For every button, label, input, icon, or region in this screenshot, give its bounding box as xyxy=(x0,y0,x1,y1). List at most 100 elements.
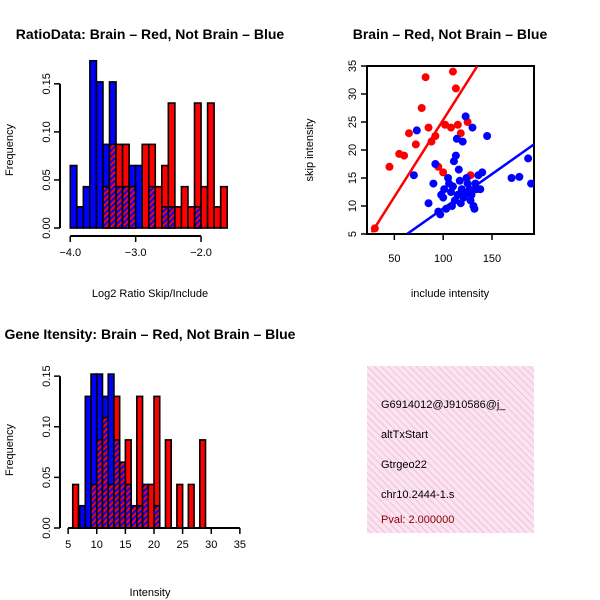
ratio-histogram-red-bar xyxy=(174,206,183,229)
scatter-fit-line-not-brain xyxy=(406,143,534,234)
intensity-histogram-overlap-bar xyxy=(153,504,161,529)
scatter-point-brain xyxy=(385,162,394,171)
scatter-point-not-brain xyxy=(451,151,460,160)
intensity-histogram-overlap-bar xyxy=(130,504,138,529)
ratio-histogram-blue-bar xyxy=(95,81,104,229)
ratio-histogram-blue-bar xyxy=(134,164,143,229)
ratio-histogram-blue-bar xyxy=(69,164,78,229)
intensity-histogram-blue-bar xyxy=(78,504,87,529)
ratio-histogram-x-tick-label: −3.0 xyxy=(125,247,147,259)
intensity-histogram-blue-bar xyxy=(84,395,92,529)
intensity-histogram-red-bar xyxy=(147,483,155,529)
scatter-y-tick-label: 25 xyxy=(347,116,359,128)
ratio-histogram-overlap-bar xyxy=(128,185,137,229)
scatter-point-not-brain xyxy=(454,165,463,174)
ratio-histogram-x-tick-label: −4.0 xyxy=(59,247,81,259)
intensity-histogram-x-tick-label: 5 xyxy=(65,539,71,551)
intensity-histogram-overlap-bar xyxy=(101,416,110,529)
intensity-histogram-overlap-bar xyxy=(141,483,150,529)
ratio-histogram-ylabel: Frequency xyxy=(4,124,16,176)
ratio-histogram-xlabel: Log2 Ratio Skip/Include xyxy=(92,288,208,300)
scatter-point-brain xyxy=(400,151,409,160)
scatter-point-not-brain xyxy=(439,193,448,202)
intensity-histogram-overlap-bar xyxy=(107,483,115,529)
ratio-histogram-y-tick-label: 0.10 xyxy=(41,121,53,142)
intensity-histogram-overlap-bar xyxy=(136,504,144,529)
intensity-histogram-x-tick-label: 20 xyxy=(148,539,160,551)
intensity-histogram-red-bar xyxy=(176,483,184,529)
intensity-histogram-xlabel: Intensity xyxy=(130,587,171,599)
ratio-histogram-blue-bar xyxy=(82,185,91,229)
ratio-histogram-red-bar xyxy=(154,185,163,229)
ratio-histogram-red-bar xyxy=(206,102,215,229)
intensity-histogram-y-tick-label: 0.10 xyxy=(41,416,53,437)
ratio-histogram-red-bar xyxy=(141,143,150,229)
intensity-histogram-x-tick-label: 30 xyxy=(205,539,217,551)
scatter-y-tick-label: 20 xyxy=(347,144,359,156)
scatter-point-not-brain xyxy=(524,154,533,163)
intensity-histogram-x-tick-label: 25 xyxy=(176,539,188,551)
intensity-histogram-overlap-bar xyxy=(118,461,127,529)
intensity-histogram-red-bar xyxy=(198,439,207,529)
scatter-point-brain xyxy=(411,140,420,149)
scatter-point-not-brain xyxy=(461,112,470,121)
scatter-y-tick-label: 30 xyxy=(347,88,359,100)
scatter-point-brain xyxy=(404,129,413,138)
scatter-point-not-brain xyxy=(429,179,438,188)
ratio-histogram-red-bar xyxy=(213,206,222,229)
ratio-histogram-y-tick-label: 0.05 xyxy=(41,169,53,190)
ratio-histogram-x-tick-label: −2.0 xyxy=(190,247,212,259)
scatter-plot: Brain – Red, Not Brain – Blue 50 100 150 5 1… xyxy=(304,26,547,300)
scatter-point-not-brain xyxy=(467,190,476,199)
scatter-x-tick-label: 50 xyxy=(388,253,400,265)
info-panel: G6914012@J910586@j_ altTxStart Gtrgeo22 … xyxy=(367,366,534,533)
intensity-histogram-title: Gene Itensity: Brain – Red, Not Brain – … xyxy=(5,326,296,342)
scatter-point-not-brain xyxy=(478,168,487,177)
scatter-point-brain xyxy=(451,84,460,93)
ratio-histogram-y-tick-label: 0.15 xyxy=(41,73,53,94)
intensity-histogram-red-bar xyxy=(164,439,172,529)
scatter-point-not-brain xyxy=(468,123,477,132)
ratio-histogram-overlap-bar xyxy=(121,185,130,229)
ratio-histogram-red-bar xyxy=(180,185,189,229)
info-pval: Pval: 2.000000 xyxy=(381,514,454,526)
scatter-title: Brain – Red, Not Brain – Blue xyxy=(353,26,548,42)
info-line-gene-name: Gtrgeo22 xyxy=(381,459,427,471)
scatter-y-tick-label: 35 xyxy=(347,60,359,72)
intensity-histogram-x-tick-label: 15 xyxy=(119,539,131,551)
scatter-point-not-brain xyxy=(409,171,418,180)
intensity-histogram-x-tick-label: 10 xyxy=(91,539,103,551)
ratio-histogram-overlap-bar xyxy=(193,206,202,229)
scatter-point-not-brain xyxy=(515,172,524,181)
intensity-histogram-x-tick-label: 35 xyxy=(234,539,246,551)
scatter-point-not-brain xyxy=(455,176,464,185)
scatter-point-brain xyxy=(453,120,462,129)
scatter-point-not-brain xyxy=(483,132,492,140)
ratio-histogram-red-bar xyxy=(187,206,196,229)
intensity-histogram-red-bar xyxy=(71,483,80,529)
intensity-histogram-bars xyxy=(71,373,207,529)
scatter-y-tick-label: 5 xyxy=(347,231,359,237)
info-line-location: chr10.2444-1.s xyxy=(381,489,455,501)
intensity-histogram-overlap-bar xyxy=(95,439,104,529)
ratio-histogram: RatioData: Brain – Red, Not Brain – Blue… xyxy=(4,26,284,300)
intensity-histogram-overlap-bar xyxy=(90,483,98,529)
scatter-point-not-brain xyxy=(412,126,421,135)
ratio-histogram-overlap-bar xyxy=(115,185,124,229)
intensity-histogram: Gene Itensity: Brain – Red, Not Brain – … xyxy=(4,326,296,599)
scatter-x-tick-label: 100 xyxy=(434,253,452,265)
scatter-point-brain xyxy=(439,168,448,177)
scatter-point-brain xyxy=(446,123,455,132)
scatter-point-brain xyxy=(456,129,465,138)
scatter-point-not-brain xyxy=(440,185,449,194)
scatter-axes: 50 100 150 5 10 15 20 25 30 35 xyxy=(347,60,501,265)
scatter-y-tick-label: 10 xyxy=(347,200,359,212)
scatter-marks xyxy=(370,66,534,234)
scatter-ylabel: skip intensity xyxy=(304,118,316,181)
scatter-point-brain xyxy=(448,67,457,76)
info-line-gene-id: G6914012@J910586@j_ xyxy=(381,399,506,411)
scatter-point-not-brain xyxy=(424,199,433,208)
scatter-point-not-brain xyxy=(507,174,516,182)
intensity-histogram-red-bar xyxy=(187,483,195,529)
